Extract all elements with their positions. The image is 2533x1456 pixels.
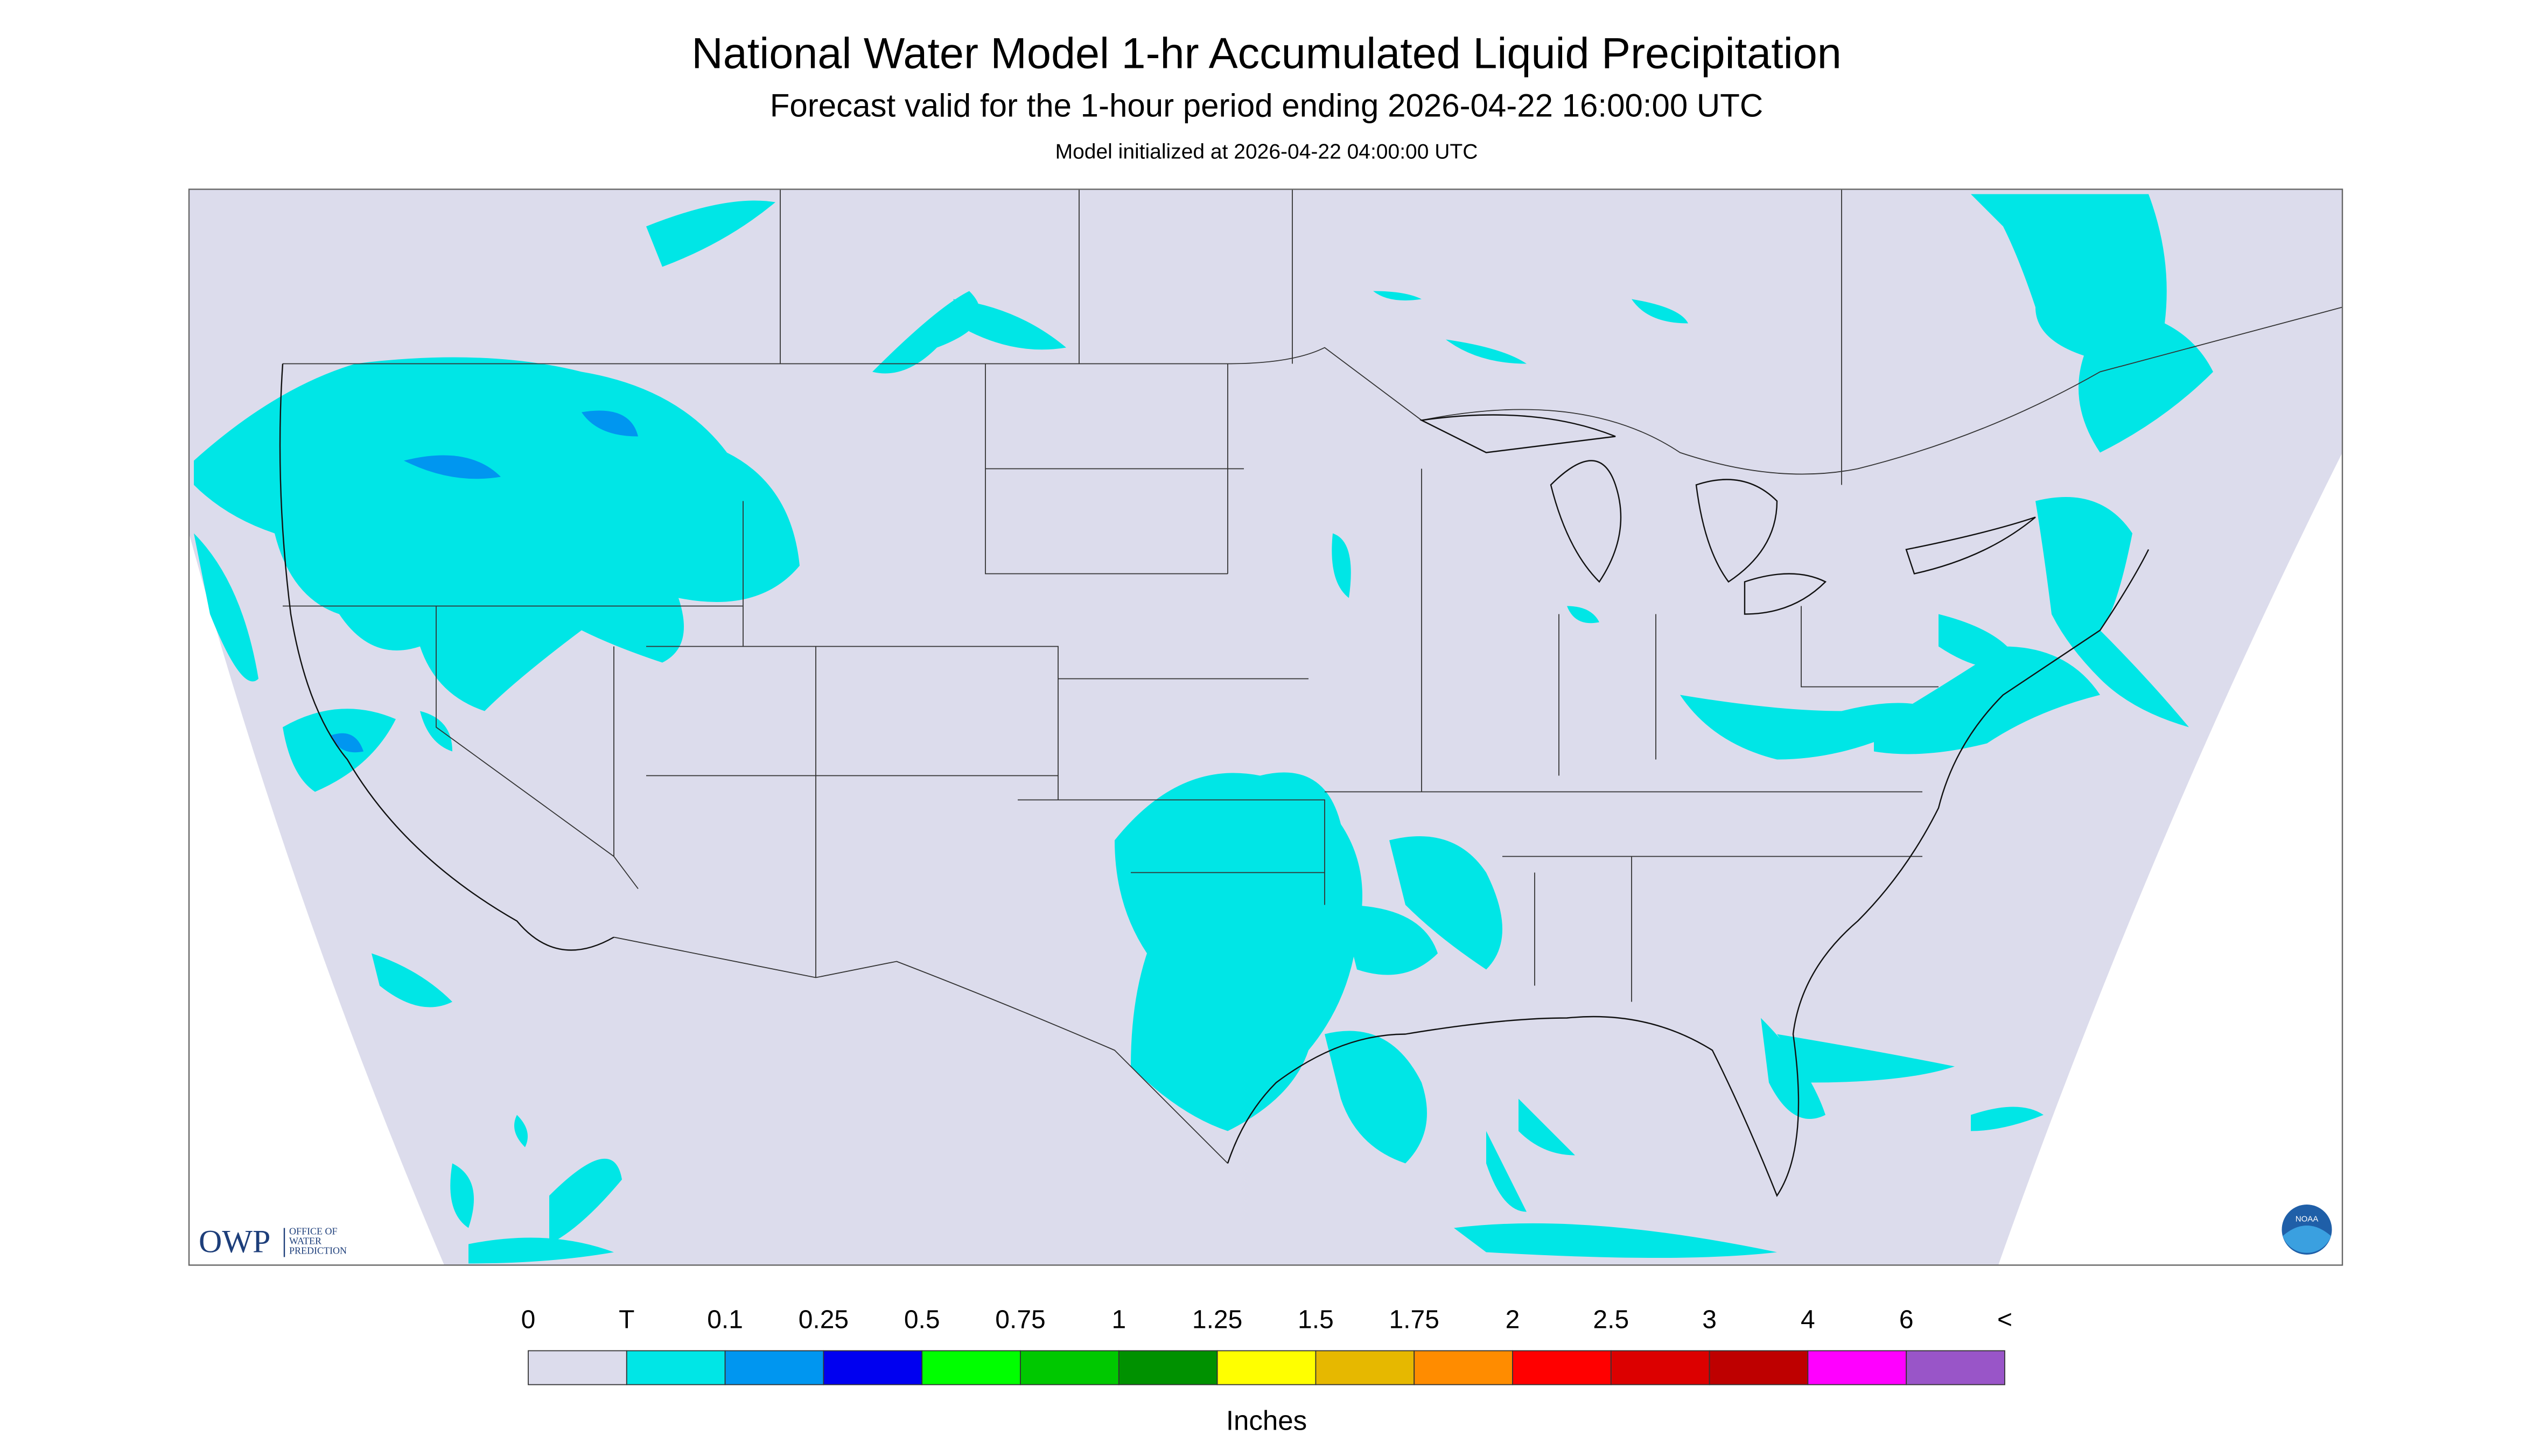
colorbar-label: 1.25 bbox=[1192, 1306, 1242, 1334]
colorbar-swatch bbox=[1512, 1350, 1612, 1385]
noaa-logo: NOAA bbox=[2280, 1203, 2334, 1256]
colorbar-label: T bbox=[619, 1306, 634, 1334]
map bbox=[188, 188, 2343, 1266]
title: National Water Model 1-hr Accumulated Li… bbox=[691, 30, 1842, 78]
owp-logo: OWP OFFICE OF WATER PREDICTION bbox=[199, 1224, 347, 1259]
colorbar: 0 T 0.1 0.25 0.5 0.75 1 1.25 1.5 1.75 2 2.5 3 4 6 < bbox=[521, 1306, 2012, 1385]
noaa-text: NOAA bbox=[2296, 1215, 2319, 1224]
colorbar-swatch bbox=[1118, 1350, 1218, 1385]
precip-areas bbox=[194, 194, 2213, 1264]
colorbar-label: 1.5 bbox=[1298, 1306, 1334, 1334]
colorbar-swatch bbox=[1709, 1350, 1809, 1385]
colorbar-swatch bbox=[1414, 1350, 1513, 1385]
subtitle: Forecast valid for the 1-hour period end… bbox=[770, 88, 1763, 124]
colorbar-label: 2.5 bbox=[1593, 1306, 1629, 1334]
colorbar-unit: Inches bbox=[1226, 1405, 1307, 1436]
colorbar-label: 0.1 bbox=[707, 1306, 743, 1334]
colorbar-swatch bbox=[626, 1350, 726, 1385]
boundaries bbox=[283, 189, 2342, 1164]
colorbar-label: 0.75 bbox=[995, 1306, 1045, 1334]
colorbar-swatch bbox=[1315, 1350, 1415, 1385]
owp-text: OWP bbox=[199, 1224, 270, 1259]
owp-line: WATER bbox=[289, 1236, 321, 1247]
coastlines bbox=[279, 363, 2150, 1198]
colorbar-swatch bbox=[528, 1350, 627, 1385]
owp-line: PREDICTION bbox=[289, 1245, 347, 1256]
colorbar-label: 1.75 bbox=[1389, 1306, 1439, 1334]
colorbar-swatch bbox=[823, 1350, 923, 1385]
init-time: Model initialized at 2026-04-22 04:00:00… bbox=[1055, 141, 1478, 164]
colorbar-label: 2 bbox=[1506, 1306, 1520, 1334]
colorbar-label: 4 bbox=[1801, 1306, 1815, 1334]
colorbar-label: 6 bbox=[1899, 1306, 1914, 1334]
noaa-wave bbox=[2283, 1226, 2331, 1253]
colorbar-swatch bbox=[1906, 1350, 2005, 1385]
colorbar-swatch bbox=[1807, 1350, 1907, 1385]
colorbar-swatch bbox=[921, 1350, 1021, 1385]
colorbar-label: 0.5 bbox=[904, 1306, 940, 1334]
colorbar-swatch bbox=[724, 1350, 824, 1385]
colorbar-swatch bbox=[1216, 1350, 1317, 1385]
colorbar-swatch bbox=[1610, 1350, 1710, 1385]
colorbar-label: 0 bbox=[521, 1306, 536, 1334]
colorbar-label: 0.25 bbox=[799, 1306, 849, 1334]
colorbar-label: 3 bbox=[1702, 1306, 1717, 1334]
colorbar-label: 1 bbox=[1111, 1306, 1126, 1334]
colorbar-label: < bbox=[1997, 1306, 2012, 1334]
map-frame bbox=[188, 188, 2343, 1266]
colorbar-swatch bbox=[1020, 1350, 1119, 1385]
owp-line: OFFICE OF bbox=[289, 1226, 338, 1237]
